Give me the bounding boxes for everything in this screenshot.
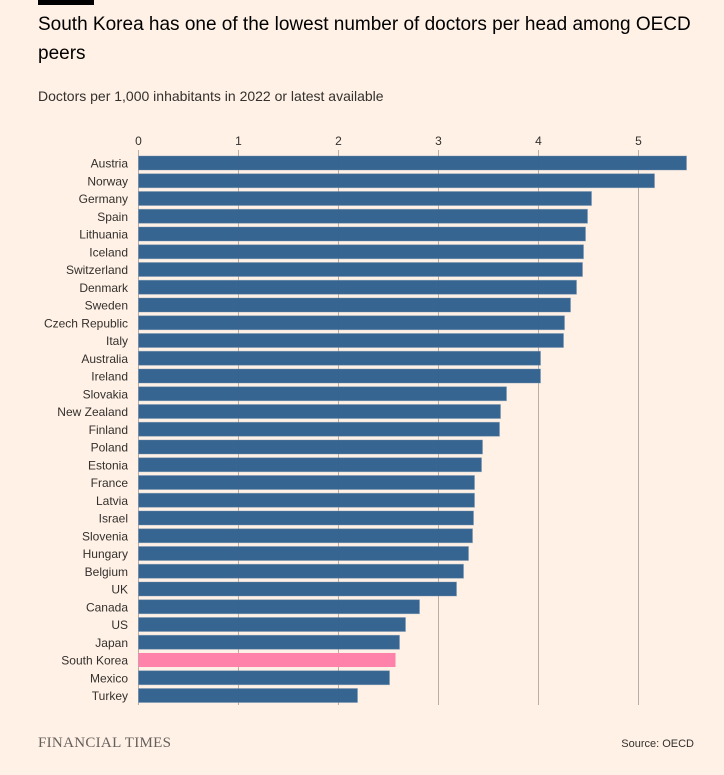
category-label: Mexico: [90, 671, 128, 685]
category-label: Australia: [81, 352, 128, 366]
bar-lithuania: [138, 226, 586, 242]
ft-accent-bar: [38, 0, 94, 5]
bar-norway: [138, 173, 655, 189]
bar-us: [138, 617, 406, 632]
category-label: Switzerland: [66, 263, 128, 277]
x-tick-label: 5: [635, 134, 642, 148]
category-label: Sweden: [85, 299, 128, 313]
bar-estonia: [138, 457, 482, 473]
bar-switzerland: [138, 262, 583, 277]
category-label: South Korea: [61, 654, 128, 668]
category-label: Norway: [87, 174, 128, 188]
bar-latvia: [138, 492, 475, 508]
bar-israel: [138, 510, 474, 526]
bar-uk: [138, 581, 457, 597]
bar-turkey: [138, 688, 358, 703]
category-label: Slovakia: [83, 387, 129, 401]
category-label: Finland: [89, 423, 128, 437]
category-label: Germany: [79, 192, 128, 206]
x-tick-label: 0: [135, 134, 142, 148]
category-label: Belgium: [85, 565, 128, 579]
category-label: US: [111, 618, 128, 632]
bar-austria: [138, 155, 687, 171]
bar-denmark: [138, 279, 577, 295]
bar-ireland: [138, 368, 541, 384]
category-label: Slovenia: [82, 529, 128, 543]
bar-czech-republic: [138, 315, 565, 331]
bar-spain: [138, 208, 588, 224]
bar-new-zealand: [138, 404, 501, 419]
x-tick-label: 1: [235, 134, 242, 148]
bar-hungary: [138, 546, 469, 561]
category-label: Austria: [91, 157, 129, 171]
bar-slovenia: [138, 528, 473, 544]
bar-australia: [138, 350, 541, 366]
ft-logo: FINANCIAL TIMES: [38, 735, 172, 751]
bar-france: [138, 475, 475, 490]
bar-finland: [138, 421, 500, 437]
x-tick-label: 3: [435, 134, 442, 148]
category-label: Canada: [86, 600, 128, 614]
bar-sweden: [138, 297, 571, 313]
bar-south-korea: [138, 653, 396, 667]
category-label: Hungary: [83, 547, 128, 561]
category-label: Poland: [91, 441, 128, 455]
bar-germany: [138, 191, 592, 206]
category-label: UK: [111, 583, 128, 597]
bar-japan: [138, 634, 400, 650]
bar-italy: [138, 333, 564, 348]
category-label: Japan: [95, 636, 128, 650]
category-label: Czech Republic: [44, 316, 128, 330]
bar-canada: [138, 599, 420, 615]
category-label: Denmark: [79, 281, 129, 295]
chart-title: South Korea has one of the lowest number…: [38, 14, 691, 64]
chart-subtitle: Doctors per 1,000 inhabitants in 2022 or…: [38, 88, 384, 104]
category-label: Turkey: [92, 689, 128, 703]
category-label: Spain: [97, 210, 128, 224]
category-label: New Zealand: [57, 405, 128, 419]
category-label: Latvia: [96, 494, 128, 508]
bar-mexico: [138, 670, 390, 686]
bar-slovakia: [138, 386, 507, 402]
category-label: Lithuania: [79, 228, 128, 242]
bar-belgium: [138, 563, 464, 579]
category-label: Estonia: [88, 458, 128, 472]
x-tick-label: 4: [535, 134, 542, 148]
category-label: Israel: [99, 512, 128, 526]
category-label: Ireland: [91, 370, 128, 384]
bar-poland: [138, 439, 483, 455]
category-label: Italy: [106, 334, 128, 348]
bar-iceland: [138, 244, 584, 260]
category-label: Iceland: [89, 245, 128, 259]
x-tick-label: 2: [335, 134, 342, 148]
category-label: France: [91, 476, 129, 490]
source-note: Source: OECD: [621, 738, 694, 750]
